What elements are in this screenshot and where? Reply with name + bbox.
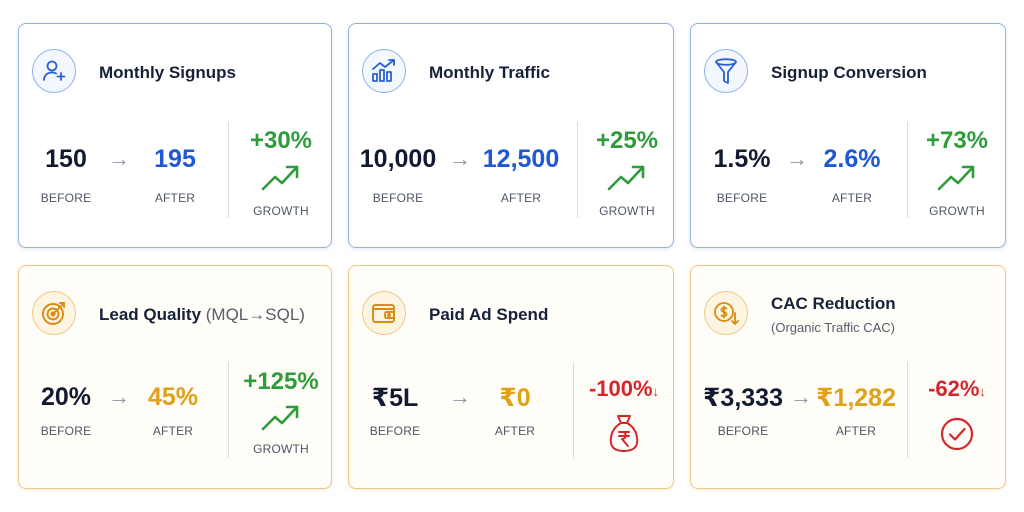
target-icon (32, 291, 76, 335)
before-label: BEFORE (369, 424, 421, 438)
wallet-icon (362, 291, 406, 335)
divider (228, 122, 229, 218)
card-paid-ad-spend: Paid Ad Spend ₹5L → ₹0 BEFORE AFTER -100… (348, 265, 674, 489)
after-label: AFTER (835, 424, 877, 438)
decline-number: -100% (588, 376, 653, 401)
card-title: Lead Quality (MQL→SQL) (99, 305, 305, 325)
after-value: ₹1,282 (816, 384, 896, 412)
after-label: AFTER (494, 424, 536, 438)
divider (907, 362, 908, 458)
bar-chart-trend-icon (362, 49, 406, 93)
after-value: 45% (147, 383, 199, 411)
arrow-right-icon: → (108, 146, 130, 171)
down-arrow-icon: ↓ (652, 384, 660, 399)
arrow-right-icon: → (449, 146, 471, 171)
trend-up-icon (260, 162, 302, 197)
growth-value: +30% (249, 127, 313, 154)
before-value: 10,000 (359, 145, 437, 173)
decline-number: -62% (928, 376, 980, 401)
before-value: 150 (45, 145, 87, 173)
before-label: BEFORE (40, 191, 92, 205)
money-bag-icon (607, 413, 641, 458)
card-monthly-traffic: Monthly Traffic 10,000 → 12,500 BEFORE A… (348, 23, 674, 248)
funnel-icon (704, 49, 748, 93)
down-arrow-icon: ↓ (979, 384, 986, 399)
add-user-icon (32, 49, 76, 93)
divider (577, 122, 578, 218)
arrow-right-icon: → (449, 384, 471, 409)
before-value: ₹5L (371, 384, 419, 412)
growth-label: GROWTH (253, 442, 309, 456)
card-title-suffix: (MQL→SQL) (205, 305, 305, 324)
decline-value: -62%↓ (928, 376, 986, 402)
after-value: 195 (154, 145, 196, 173)
card-title: Signup Conversion (771, 63, 927, 82)
card-title-main: Lead Quality (99, 305, 202, 324)
arrow-right-icon: → (786, 146, 808, 171)
before-value: 1.5% (713, 145, 771, 173)
after-label: AFTER (154, 191, 196, 205)
check-circle-icon (939, 416, 975, 457)
before-label: BEFORE (40, 424, 92, 438)
after-value: 2.6% (823, 145, 881, 173)
card-title: Monthly Traffic (429, 63, 550, 82)
growth-label: GROWTH (253, 204, 309, 218)
after-label: AFTER (152, 424, 194, 438)
before-label: BEFORE (716, 191, 768, 205)
arrow-right-icon: → (108, 384, 130, 409)
after-value: 12,500 (482, 145, 560, 173)
card-cac-reduction: CAC Reduction (Organic Traffic CAC) ₹3,3… (690, 265, 1006, 489)
coin-down-icon (704, 291, 748, 335)
after-label: AFTER (831, 191, 873, 205)
before-value: 20% (40, 383, 92, 411)
growth-label: GROWTH (599, 204, 655, 218)
growth-value: +25% (595, 127, 659, 154)
divider (907, 122, 908, 218)
trend-up-icon (936, 162, 978, 197)
before-label: BEFORE (372, 191, 424, 205)
after-label: AFTER (500, 191, 542, 205)
trend-up-icon (606, 162, 648, 197)
growth-value: +73% (925, 127, 989, 154)
divider (228, 362, 229, 458)
card-title: Paid Ad Spend (429, 305, 549, 324)
card-subtitle: (Organic Traffic CAC) (771, 320, 896, 335)
arrow-right-icon: → (790, 384, 812, 409)
growth-value: +125% (243, 368, 319, 395)
before-value: ₹3,333 (703, 384, 783, 412)
divider (573, 362, 574, 458)
card-title: CAC Reduction (771, 294, 896, 313)
card-title: Monthly Signups (99, 63, 236, 82)
card-lead-quality: Lead Quality (MQL→SQL) 20% → 45% BEFORE … (18, 265, 332, 489)
card-signup-conversion: Signup Conversion 1.5% → 2.6% BEFORE AFT… (690, 23, 1006, 248)
before-label: BEFORE (717, 424, 769, 438)
growth-label: GROWTH (929, 204, 985, 218)
decline-value: -100%↓ (589, 376, 659, 402)
trend-up-icon (260, 402, 302, 437)
after-value: ₹0 (499, 384, 531, 412)
card-monthly-signups: Monthly Signups 150 → 195 BEFORE AFTER +… (18, 23, 332, 248)
